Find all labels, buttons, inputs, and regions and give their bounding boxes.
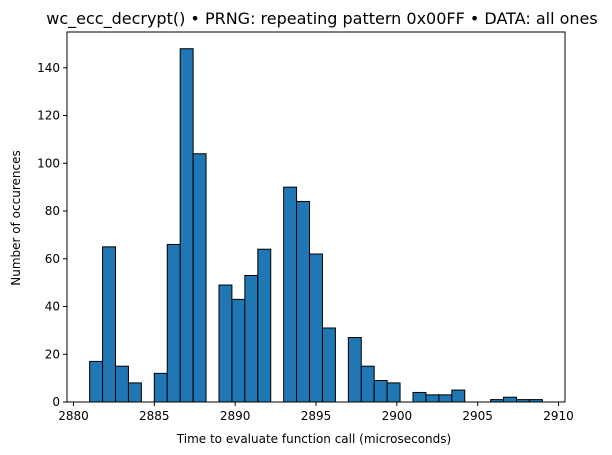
histogram-bar: [192, 153, 207, 403]
x-tick-label: 2885: [139, 409, 170, 423]
histogram-bar: [244, 274, 259, 403]
histogram-bar: [360, 365, 375, 403]
chart-title: wc_ecc_decrypt() • PRNG: repeating patte…: [46, 9, 597, 29]
histogram-bar: [309, 253, 323, 403]
y-axis-label: Number of occurences: [9, 150, 23, 285]
x-tick-label: 2895: [301, 409, 332, 423]
bars-group: [89, 48, 543, 403]
x-tick-label: 2905: [462, 409, 493, 423]
y-tick-label: 140: [37, 61, 60, 75]
y-tick-label: 100: [37, 156, 60, 170]
y-tick-label: 80: [45, 204, 60, 218]
histogram-bar: [102, 246, 117, 403]
histogram-bar: [425, 394, 440, 403]
histogram-bar: [321, 327, 336, 403]
y-tick-label: 120: [37, 109, 60, 123]
histogram-bar: [412, 391, 427, 403]
y-tick-label: 60: [45, 252, 60, 266]
histogram-bar: [296, 200, 311, 403]
x-tick-label: 2890: [220, 409, 251, 423]
histogram-bar: [257, 248, 272, 403]
histogram-bar: [115, 365, 129, 403]
plot-frame: [66, 31, 566, 403]
histogram-bar: [438, 394, 453, 403]
histogram-bar: [89, 360, 104, 403]
x-axis-ticks: 2880 2885 2890 2895 2900 2905 2910: [58, 402, 574, 423]
histogram-bar: [166, 243, 181, 403]
x-tick-label: 2910: [543, 409, 574, 423]
y-tick-label: 40: [45, 300, 60, 314]
histogram-bar: [373, 380, 388, 403]
histogram-bar: [451, 389, 466, 403]
histogram-bar: [386, 382, 401, 403]
y-axis-ticks: 0 20 40 60 80 100 120 140: [37, 61, 67, 409]
histogram-bar: [127, 382, 142, 403]
histogram-bar: [347, 337, 362, 403]
x-tick-label: 2900: [382, 409, 413, 423]
histogram-bar: [503, 396, 517, 403]
histogram-bar: [283, 186, 298, 403]
y-tick-label: 20: [45, 347, 60, 361]
histogram-bar: [231, 298, 246, 403]
histogram-bar: [153, 372, 168, 403]
x-axis-label: Time to evaluate function call (microsec…: [176, 432, 451, 446]
x-tick-label: 2880: [58, 409, 89, 423]
histogram-bar: [218, 284, 233, 403]
y-tick-label: 0: [52, 395, 60, 409]
histogram-bar: [179, 48, 194, 403]
